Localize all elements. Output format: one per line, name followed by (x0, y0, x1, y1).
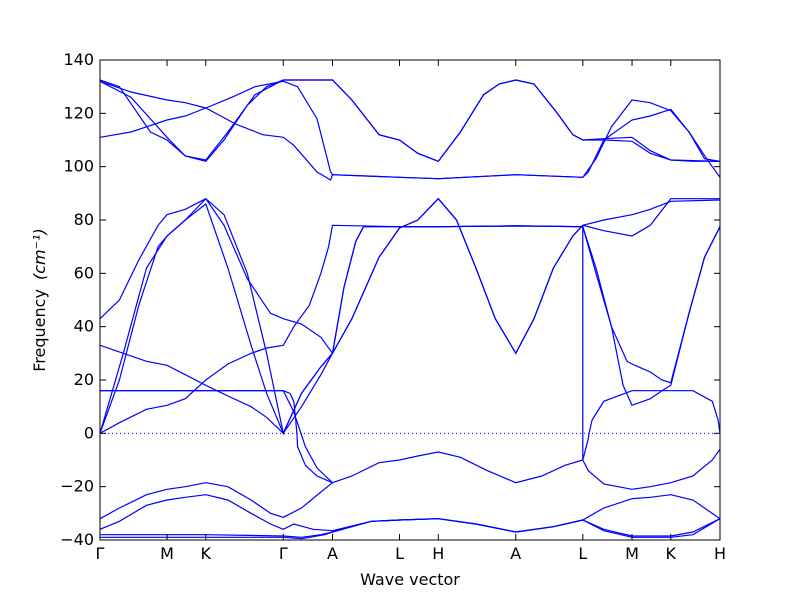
x-tick-label-1: M (160, 544, 174, 563)
y-axis-label-text: Frequency (30, 289, 49, 372)
x-tick-label-10: K (666, 544, 677, 563)
x-tick-label-0: Γ (96, 544, 105, 563)
x-tick-label-3: Γ (279, 544, 288, 563)
x-tick-label-7: A (510, 544, 521, 563)
y-axis-unit: (cm⁻¹) (30, 228, 49, 280)
y-tick-label-4: 40 (74, 317, 94, 336)
band-line-9 (100, 390, 720, 484)
band-line-13 (100, 494, 720, 533)
y-tick-label-6: 80 (74, 210, 94, 229)
x-tick-label-2: K (201, 544, 212, 563)
y-tick-label-2: 0 (84, 423, 94, 442)
y-axis-label-group: Frequency (cm⁻¹) (30, 228, 49, 371)
x-tick-label-6: H (432, 544, 444, 563)
y-tick-label-3: 20 (74, 370, 94, 389)
y-tick-label-7: 100 (63, 157, 94, 176)
x-tick-label-11: H (714, 544, 726, 563)
y-tick-label-5: 60 (74, 263, 94, 282)
band-line-10 (100, 224, 720, 490)
band-line-4 (100, 80, 720, 180)
y-ticks: −40 −20 0 20 40 60 80 100 120 140 (60, 50, 720, 549)
band-line-2 (100, 79, 720, 163)
y-tick-label-9: 140 (63, 50, 94, 69)
y-axis-label: Frequency (cm⁻¹) (30, 228, 49, 371)
x-tick-label-9: M (625, 544, 639, 563)
band-line-12 (100, 482, 333, 520)
plot-frame (99, 59, 721, 541)
x-tick-label-8: L (578, 544, 587, 563)
band-line-11 (100, 390, 333, 484)
x-tick-label-4: A (327, 544, 338, 563)
x-axis-label: Wave vector (360, 570, 460, 589)
y-tick-label-1: −20 (60, 477, 94, 496)
x-tick-label-5: L (395, 544, 404, 563)
y-tick-label-0: −40 (60, 530, 94, 549)
y-tick-label-8: 120 (63, 103, 94, 122)
